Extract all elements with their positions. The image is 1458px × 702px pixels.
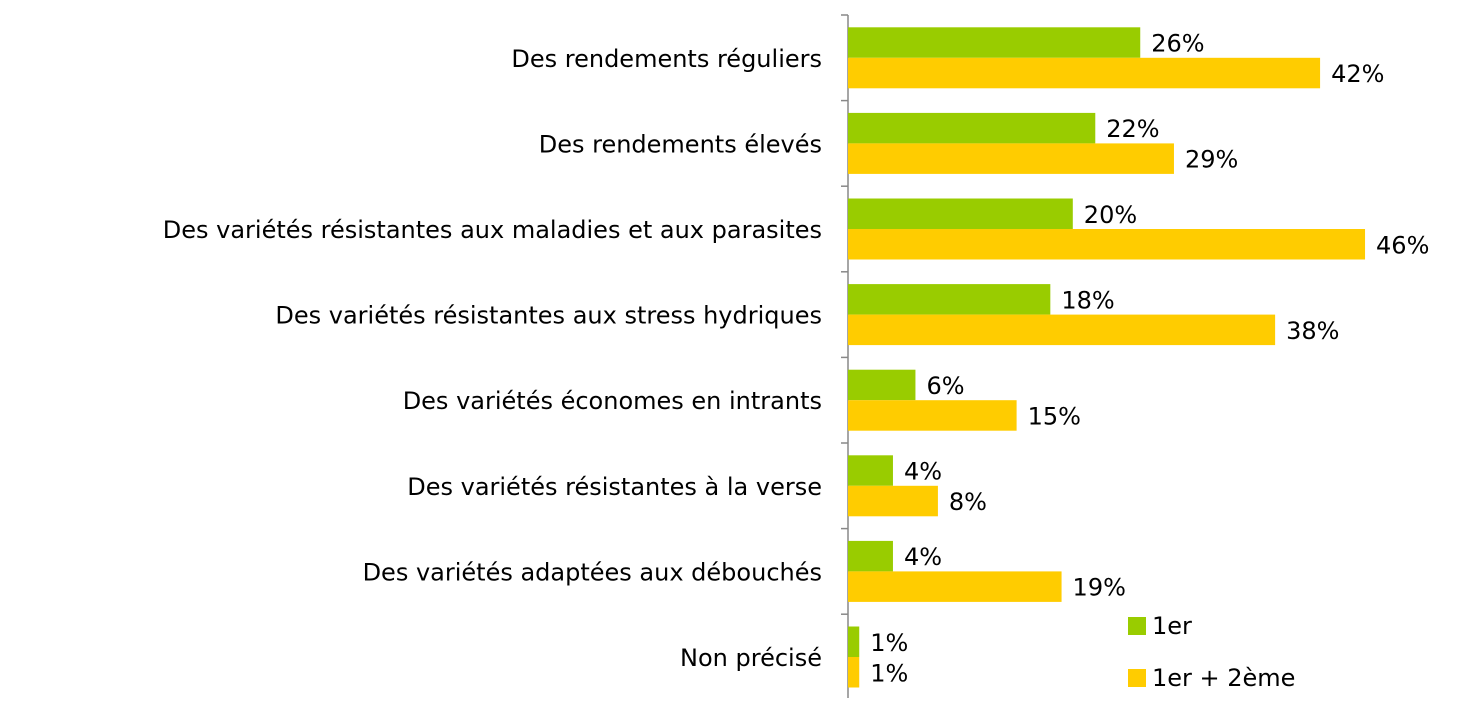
value-label: 4%: [904, 458, 942, 486]
value-label: 20%: [1084, 201, 1137, 229]
bar: [848, 112, 1096, 144]
value-label: 1%: [870, 629, 908, 657]
bar: [848, 143, 1174, 174]
bar: [848, 284, 1051, 315]
value-label: 4%: [904, 543, 942, 571]
bar: [848, 485, 938, 517]
bar: [848, 400, 1017, 431]
category-label: Non précisé: [680, 644, 822, 672]
bar: [848, 314, 1276, 346]
bar: [848, 455, 893, 486]
category-label: Des variétés résistantes aux maladies et…: [163, 216, 822, 244]
value-label: 15%: [1028, 402, 1081, 430]
category-label: Des rendements réguliers: [511, 45, 822, 73]
value-label: 42%: [1331, 60, 1384, 88]
bar: [848, 198, 1073, 229]
bar: [848, 540, 893, 572]
bar: [848, 369, 916, 401]
value-label: 22%: [1106, 115, 1159, 143]
category-label: Des rendements élevés: [539, 130, 822, 158]
legend-swatch: [1128, 617, 1146, 635]
bar: [848, 27, 1141, 58]
value-label: 46%: [1376, 231, 1429, 259]
value-label: 1%: [870, 659, 908, 687]
value-label: 38%: [1286, 317, 1339, 345]
value-label: 8%: [949, 488, 987, 516]
bar: [848, 57, 1321, 89]
category-label: Des variétés résistantes aux stress hydr…: [275, 302, 822, 330]
category-label: Des variétés adaptées aux débouchés: [363, 558, 822, 586]
legend-label: 1er + 2ème: [1152, 664, 1295, 692]
value-label: 26%: [1151, 30, 1204, 58]
value-label: 19%: [1073, 574, 1126, 602]
value-label: 18%: [1061, 286, 1114, 314]
category-label: Des variétés résistantes à la verse: [407, 473, 822, 501]
category-label: Des variétés économes en intrants: [403, 387, 822, 415]
bar: [848, 657, 860, 688]
value-label: 29%: [1185, 146, 1238, 174]
legend-swatch: [1128, 669, 1146, 687]
bar: [848, 229, 1366, 260]
bar: [848, 626, 860, 657]
value-label: 6%: [926, 372, 964, 400]
legend-label: 1er: [1152, 612, 1192, 640]
bar: [848, 571, 1062, 602]
